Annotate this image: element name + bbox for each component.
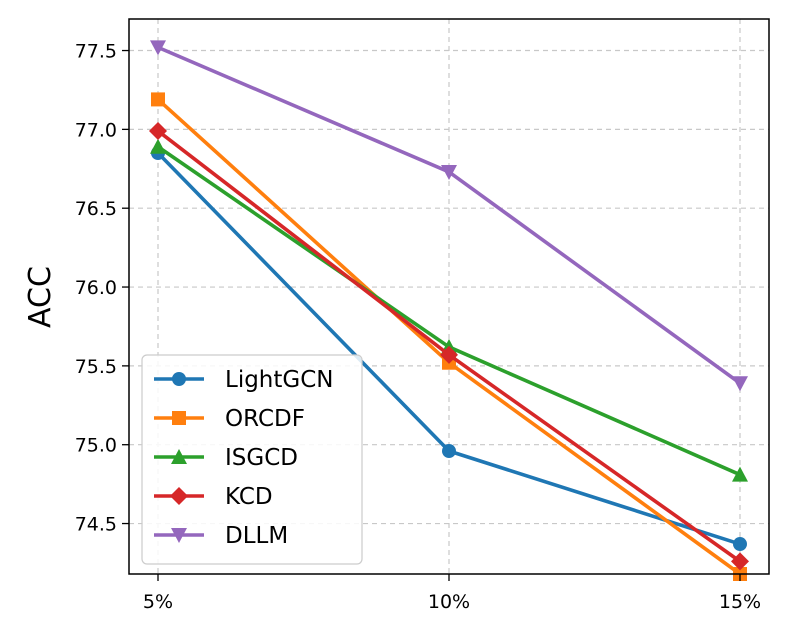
legend-marker-dllm — [171, 528, 187, 543]
legend-label-dllm: DLLM — [225, 523, 288, 549]
y-tick-label: 76.0 — [75, 277, 117, 299]
data-point-dllm — [732, 376, 748, 392]
y-tick-label: 75.5 — [75, 356, 117, 378]
y-tick-label: 77.5 — [75, 41, 117, 63]
legend: LightGCN ORCDF ISGCD KCD DLLM — [141, 354, 363, 565]
legend-item-isgcd: ISGCD — [154, 445, 298, 471]
legend-marker-isgcd — [171, 449, 187, 464]
data-point-dllm — [441, 164, 457, 180]
series-dllm — [150, 40, 748, 392]
series-kcd — [149, 121, 749, 571]
y-tick-label: 76.5 — [75, 198, 117, 220]
legend-item-kcd: KCD — [154, 484, 273, 510]
x-tick-label: 10% — [428, 591, 470, 613]
legend-item-lightgcn: LightGCN — [154, 367, 334, 393]
legend-label-orcdf: ORCDF — [225, 406, 305, 432]
legend-label-lightgcn: LightGCN — [225, 367, 334, 393]
data-point-lightgcn — [442, 444, 456, 459]
series-layer — [149, 40, 749, 581]
legend-frame — [141, 354, 363, 565]
legend-label-kcd: KCD — [225, 484, 273, 510]
legend-item-dllm: DLLM — [154, 523, 288, 549]
legend-marker-orcdf — [172, 411, 186, 425]
legend-marker-kcd — [170, 487, 188, 505]
y-tick-label: 74.5 — [75, 514, 117, 536]
y-tick-label: 75.0 — [75, 435, 117, 457]
legend-marker-lightgcn — [172, 372, 186, 386]
data-point-lightgcn — [733, 537, 747, 552]
data-point-orcdf — [151, 92, 165, 107]
data-point-kcd — [731, 552, 749, 571]
data-point-isgcd — [150, 138, 166, 154]
data-point-kcd — [149, 121, 167, 140]
series-line-dllm — [157, 45, 742, 385]
x-tick-label: 5% — [143, 591, 173, 613]
data-point-isgcd — [732, 466, 748, 482]
grid — [129, 19, 769, 574]
y-tick-label: 77.0 — [75, 119, 117, 141]
legend-label-isgcd: ISGCD — [225, 445, 298, 471]
data-point-kcd — [440, 345, 458, 364]
x-tick-label: 15% — [719, 591, 761, 613]
legend-item-orcdf: ORCDF — [154, 406, 305, 432]
data-point-dllm — [150, 40, 166, 56]
y-axis-label: ACC — [23, 266, 58, 328]
axis-ticks: 5% 10% 15% 74.5 75.0 75.5 76.0 76.5 77.0 77.5 — [75, 41, 761, 613]
